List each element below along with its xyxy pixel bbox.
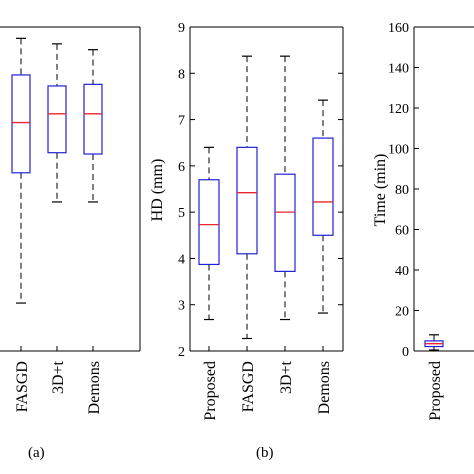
panel-c-y-tick-label: 160 — [388, 21, 409, 36]
iqr-box — [83, 83, 103, 155]
panel-b-y-tick-label: 9 — [178, 21, 185, 36]
iqr-box — [312, 137, 334, 236]
panel-a-axes — [0, 26, 141, 352]
panel-a-x-tick-labels: FASGD 3D+t Demons — [14, 360, 103, 414]
panel-b-y-tick-label: 7 — [178, 114, 185, 129]
panel-c-y-tick-label: 20 — [395, 305, 409, 320]
panel-c-y-tick-label: 40 — [395, 264, 409, 279]
panel-a-label: (a) — [28, 445, 45, 461]
box-demons — [312, 99, 334, 314]
panel-a: FASGD 3D+t Demons (a) — [0, 26, 141, 461]
panel-b-x-tick-label: 3D+t — [278, 360, 295, 394]
box-proposed — [198, 146, 220, 321]
box-3d-t — [47, 43, 67, 203]
panel-c-x-tick-labels: Proposed — [427, 361, 444, 421]
panel-b-y-tick-label: 3 — [178, 299, 185, 314]
panel-c-y-tick-label: 120 — [388, 102, 409, 117]
panel-b-label: (b) — [256, 445, 274, 461]
box-fasgd — [236, 55, 258, 340]
panel-c-y-tick-label: 0 — [402, 345, 409, 360]
panel-b-y-tick-label: 6 — [178, 160, 185, 175]
panel-c-y-tick-label: 100 — [388, 143, 409, 158]
panel-b-y-axis-title: HD (mm) — [149, 159, 166, 222]
panel-c-y-tick-label: 80 — [395, 183, 409, 198]
panel-b-boxes — [198, 55, 334, 340]
panel-b-y-tick-labels: 2 3 4 5 6 7 8 9 — [178, 21, 185, 360]
panel-a-x-tick-label: Demons — [86, 361, 103, 414]
panel-b: 2 3 4 5 6 7 8 9 Proposed FASGD 3D+t Demons HD (mm)… — [149, 21, 344, 461]
panel-c-y-tick-label: 60 — [395, 224, 409, 239]
panel-c-axes — [413, 26, 474, 352]
panel-b-y-tick-label: 2 — [178, 345, 185, 360]
panel-b-x-tick-label: Proposed — [202, 361, 219, 421]
panel-b-y-tick-label: 4 — [178, 252, 185, 267]
panel-c-boxes — [424, 334, 444, 351]
panel-a-boxes — [11, 37, 103, 304]
iqr-box — [198, 179, 220, 266]
panel-b-y-tick-label: 5 — [178, 206, 185, 221]
box-fasgd — [11, 37, 31, 304]
panel-c-y-axis-title: Time (min) — [372, 154, 389, 227]
panel-a-x-tick-label: FASGD — [14, 361, 31, 412]
panel-b-y-tick-label: 8 — [178, 67, 185, 82]
box-3d-t — [274, 55, 296, 321]
iqr-box — [47, 85, 67, 154]
iqr-box — [11, 74, 31, 174]
box-demons — [83, 49, 103, 203]
iqr-box — [274, 173, 296, 272]
iqr-box — [236, 146, 258, 255]
box-proposed — [424, 334, 444, 351]
panel-b-x-tick-label: FASGD — [240, 361, 257, 412]
panel-b-x-tick-label: Demons — [316, 361, 333, 414]
panel-c-y-tick-labels: 0 20 40 60 80 100 120 140 160 — [388, 21, 409, 360]
panel-c-x-tick-label: Proposed — [427, 361, 444, 421]
panel-c: 0 20 40 60 80 100 120 140 160 Proposed Time (min… — [372, 21, 474, 421]
panel-c-y-tick-label: 140 — [388, 62, 409, 77]
panel-b-x-tick-labels: Proposed FASGD 3D+t Demons — [202, 360, 333, 420]
panel-a-x-tick-label: 3D+t — [50, 360, 67, 394]
panel-b-axes — [189, 26, 344, 352]
